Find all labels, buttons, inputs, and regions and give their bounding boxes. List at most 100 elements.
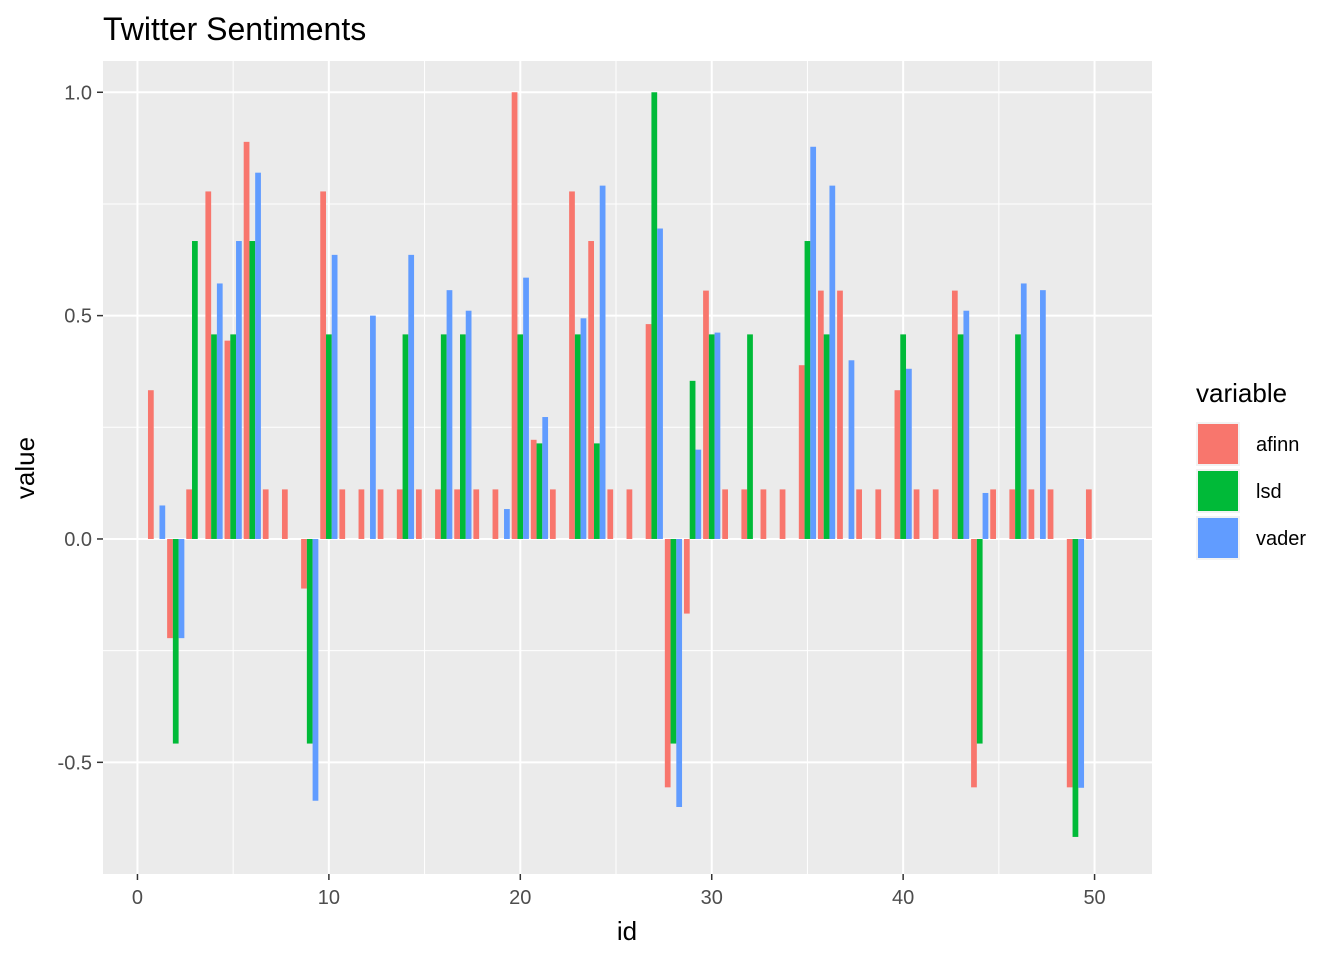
y-tick-label: 0.0 xyxy=(64,529,92,551)
bar-lsd xyxy=(670,538,677,744)
bar-vader xyxy=(695,449,702,539)
legend-title: variable xyxy=(1196,378,1287,408)
x-tick-label: 50 xyxy=(1083,887,1105,909)
bar-afinn xyxy=(875,489,882,539)
bar-afinn xyxy=(626,489,633,539)
bar-lsd xyxy=(230,334,237,539)
bar-afinn xyxy=(492,489,499,539)
bar-afinn xyxy=(1066,538,1073,788)
bar-vader xyxy=(504,509,510,539)
bar-vader xyxy=(657,228,663,539)
bar-lsd xyxy=(172,538,179,744)
bar-afinn xyxy=(1085,489,1092,539)
bar-afinn xyxy=(205,191,212,539)
bar-afinn xyxy=(301,538,307,589)
x-axis-ticks: 0 10 20 30 40 50 xyxy=(132,874,1106,909)
legend-key-afinn xyxy=(1198,424,1238,464)
y-tick-label: 0.5 xyxy=(64,306,92,328)
bar-afinn xyxy=(435,489,441,539)
bar-afinn xyxy=(454,489,460,539)
bar-afinn xyxy=(1047,489,1054,539)
bar-vader xyxy=(312,538,319,801)
bar-vader xyxy=(714,332,721,539)
bar-vader xyxy=(906,368,912,539)
bar-afinn xyxy=(224,340,231,539)
bar-afinn xyxy=(473,489,480,539)
x-tick-label: 20 xyxy=(509,887,531,909)
x-axis-title: id xyxy=(617,916,637,946)
bar-lsd xyxy=(536,443,543,539)
bar-lsd xyxy=(900,334,907,539)
bar-afinn xyxy=(703,290,709,539)
x-tick-label: 0 xyxy=(132,887,143,909)
bar-vader xyxy=(236,241,242,539)
legend: variable afinn lsd vader xyxy=(1196,378,1306,560)
bar-afinn xyxy=(741,489,748,539)
bar-afinn xyxy=(951,290,958,539)
bar-lsd xyxy=(747,334,753,539)
bar-afinn xyxy=(779,489,786,539)
bar-lsd xyxy=(651,92,658,539)
bar-vader xyxy=(465,310,472,539)
bar-vader xyxy=(178,538,185,639)
bar-afinn xyxy=(320,191,327,539)
bar-lsd xyxy=(517,334,524,539)
bar-afinn xyxy=(894,390,901,539)
bar-afinn xyxy=(167,538,173,639)
bar-afinn xyxy=(262,489,269,539)
bar-lsd xyxy=(1072,538,1079,837)
legend-label-afinn: afinn xyxy=(1256,434,1299,456)
bar-lsd xyxy=(976,538,983,744)
legend-label-vader: vader xyxy=(1256,528,1306,550)
bar-afinn xyxy=(186,489,193,539)
bar-vader xyxy=(255,172,261,539)
legend-key-vader xyxy=(1198,518,1238,558)
bar-afinn xyxy=(1028,489,1035,539)
bar-lsd xyxy=(823,334,830,539)
bar-lsd xyxy=(594,443,600,539)
bar-vader xyxy=(580,318,587,539)
bar-lsd xyxy=(192,241,198,539)
bar-afinn xyxy=(358,489,365,539)
bar-vader xyxy=(408,254,415,539)
bar-vader xyxy=(216,283,223,539)
bar-lsd xyxy=(708,334,715,539)
bar-lsd xyxy=(326,334,332,539)
bar-lsd xyxy=(574,334,581,539)
bar-afinn xyxy=(607,489,614,539)
bar-lsd xyxy=(804,241,811,539)
bar-vader xyxy=(1020,283,1027,539)
bar-lsd xyxy=(460,334,466,539)
legend-label-lsd: lsd xyxy=(1256,481,1282,503)
bar-afinn xyxy=(339,489,346,539)
bar-afinn xyxy=(722,489,728,539)
bar-afinn xyxy=(281,489,288,539)
bar-afinn xyxy=(971,538,977,788)
bar-vader xyxy=(331,254,338,539)
bar-vader xyxy=(810,146,817,539)
bar-afinn xyxy=(415,489,422,539)
bar-afinn xyxy=(549,489,556,539)
x-tick-label: 10 xyxy=(318,887,340,909)
bar-lsd xyxy=(211,334,217,539)
bar-afinn xyxy=(147,390,154,539)
bar-vader xyxy=(1078,538,1085,788)
bar-afinn xyxy=(569,191,575,539)
chart-title: Twitter Sentiments xyxy=(103,11,366,47)
bar-afinn xyxy=(1009,489,1016,539)
bar-afinn xyxy=(856,489,862,539)
bars xyxy=(147,92,1092,837)
bar-afinn xyxy=(760,489,767,539)
x-tick-label: 40 xyxy=(892,887,914,909)
bar-vader xyxy=(848,360,855,539)
bar-afinn xyxy=(817,290,824,539)
bar-afinn xyxy=(932,489,939,539)
bar-lsd xyxy=(249,241,256,539)
x-tick-label: 30 xyxy=(701,887,723,909)
bar-vader xyxy=(982,492,989,539)
y-axis-ticks: -0.5 0.0 0.5 1.0 xyxy=(58,82,103,774)
bar-lsd xyxy=(957,334,964,539)
y-tick-label: 1.0 xyxy=(64,82,92,104)
bar-afinn xyxy=(798,365,805,539)
